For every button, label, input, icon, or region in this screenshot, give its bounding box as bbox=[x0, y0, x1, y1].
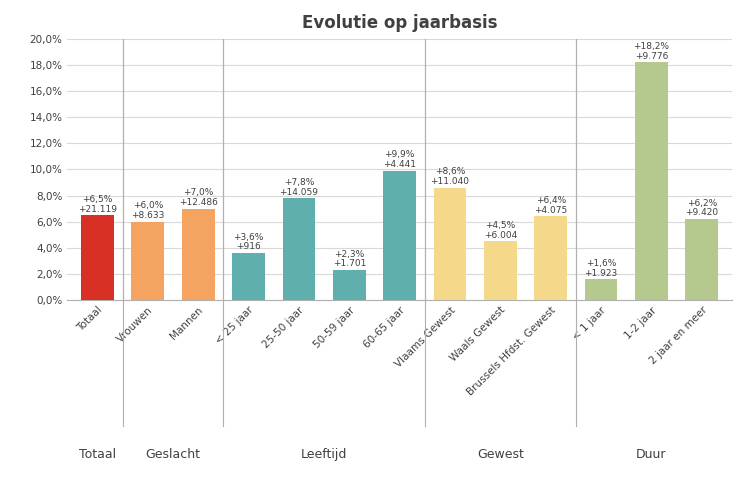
Bar bbox=[434, 188, 466, 300]
Bar bbox=[635, 62, 668, 300]
Bar bbox=[333, 270, 365, 300]
Text: Waals Gewest: Waals Gewest bbox=[449, 305, 507, 363]
Text: Leeftijd: Leeftijd bbox=[301, 449, 347, 461]
Bar bbox=[131, 222, 164, 300]
Text: 2 jaar en meer: 2 jaar en meer bbox=[648, 305, 709, 366]
Text: +4,5%: +4,5% bbox=[486, 221, 515, 230]
Bar bbox=[484, 241, 517, 300]
Text: < 1 jaar: < 1 jaar bbox=[571, 305, 608, 342]
Text: +1.701: +1.701 bbox=[332, 259, 366, 269]
Text: 60-65 jaar: 60-65 jaar bbox=[362, 305, 406, 350]
Text: +6,0%: +6,0% bbox=[133, 201, 163, 211]
Bar bbox=[282, 198, 315, 300]
Text: +916: +916 bbox=[236, 242, 261, 252]
Bar bbox=[534, 216, 567, 300]
Text: +9.776: +9.776 bbox=[635, 52, 668, 60]
Text: Brussels Hfdst. Gewest: Brussels Hfdst. Gewest bbox=[465, 305, 558, 397]
Text: 50-59 jaar: 50-59 jaar bbox=[311, 305, 356, 350]
Text: +1,6%: +1,6% bbox=[586, 259, 616, 268]
Text: +7,0%: +7,0% bbox=[183, 188, 214, 197]
Text: +6,2%: +6,2% bbox=[686, 199, 717, 208]
Text: < 25 jaar: < 25 jaar bbox=[214, 305, 255, 347]
Bar bbox=[585, 279, 618, 300]
Bar bbox=[686, 219, 718, 300]
Bar bbox=[182, 209, 214, 300]
Text: +6,4%: +6,4% bbox=[536, 196, 566, 205]
Text: Duur: Duur bbox=[636, 449, 667, 461]
Bar bbox=[232, 253, 265, 300]
Text: +4.075: +4.075 bbox=[534, 206, 568, 215]
Text: +9.420: +9.420 bbox=[685, 209, 719, 217]
Text: +1.923: +1.923 bbox=[584, 269, 618, 278]
Text: +18,2%: +18,2% bbox=[633, 42, 669, 51]
Text: Vlaams Gewest: Vlaams Gewest bbox=[393, 305, 457, 369]
Text: 25-50 jaar: 25-50 jaar bbox=[261, 305, 306, 350]
Text: +9,9%: +9,9% bbox=[385, 151, 415, 159]
Text: Totaal: Totaal bbox=[75, 305, 105, 334]
Text: 1-2 jaar: 1-2 jaar bbox=[623, 305, 659, 341]
Text: +21.119: +21.119 bbox=[78, 205, 117, 213]
Text: +3,6%: +3,6% bbox=[233, 233, 264, 242]
Title: Evolutie op jaarbasis: Evolutie op jaarbasis bbox=[302, 14, 498, 31]
Text: +11.040: +11.040 bbox=[430, 177, 470, 186]
Text: Gewest: Gewest bbox=[477, 449, 524, 461]
Text: Mannen: Mannen bbox=[169, 305, 205, 341]
Text: +12.486: +12.486 bbox=[179, 198, 217, 207]
Text: Geslacht: Geslacht bbox=[146, 449, 200, 461]
Text: Totaal: Totaal bbox=[79, 449, 116, 461]
Bar bbox=[81, 215, 114, 300]
Text: +4.441: +4.441 bbox=[383, 160, 416, 169]
Text: +14.059: +14.059 bbox=[279, 188, 318, 197]
Text: +7,8%: +7,8% bbox=[284, 178, 314, 187]
Bar bbox=[383, 171, 416, 300]
Text: +8,6%: +8,6% bbox=[435, 167, 465, 176]
Text: Vrouwen: Vrouwen bbox=[116, 305, 155, 344]
Text: +6.004: +6.004 bbox=[484, 231, 517, 240]
Text: +6,5%: +6,5% bbox=[82, 195, 113, 204]
Text: +8.633: +8.633 bbox=[131, 211, 164, 220]
Text: +2,3%: +2,3% bbox=[334, 250, 365, 258]
